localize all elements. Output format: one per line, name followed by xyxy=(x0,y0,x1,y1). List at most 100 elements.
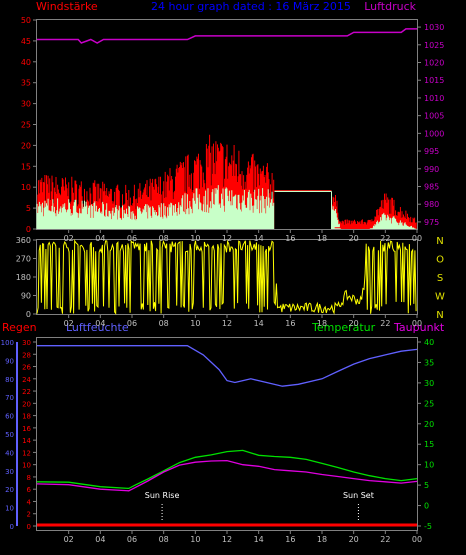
direction-x-tick-label: 10 xyxy=(190,319,200,328)
rain-tick-label: 26 xyxy=(22,364,31,372)
temp-tick-label: 0 xyxy=(424,502,429,511)
humidity-series xyxy=(37,345,418,387)
wind-tick-label: 40 xyxy=(21,58,31,67)
direction-x-tick-label: 16 xyxy=(285,319,295,328)
weather-x-tick-label: 18 xyxy=(317,535,327,544)
dewpoint-series xyxy=(36,459,418,492)
wind-x-tick-label: 08 xyxy=(159,234,169,243)
dewpoint-axis-title: Taupunkt xyxy=(393,321,445,334)
pressure-tick-label: 975 xyxy=(424,218,439,227)
weather-x-tick-label: 06 xyxy=(127,535,137,544)
temperature-series xyxy=(36,449,418,490)
wind-tick-label: 45 xyxy=(21,37,31,46)
weather-x-tick-label: 08 xyxy=(159,535,169,544)
wind-tick-label: 25 xyxy=(21,121,31,130)
rain-tick-label: 24 xyxy=(22,376,31,384)
direction-tick-label: 360 xyxy=(16,236,31,245)
pressure-axis-title: Luftdruck xyxy=(364,0,416,13)
direction-x-tick-label: 04 xyxy=(95,319,105,328)
humidity-tick-label: 30 xyxy=(5,468,14,476)
temp-tick-label: -5 xyxy=(424,522,432,531)
wind-tick-label: 15 xyxy=(21,162,31,171)
rain-tick-label: 4 xyxy=(27,498,32,506)
humidity-tick-label: 90 xyxy=(5,357,14,365)
weather-x-tick-label: 16 xyxy=(285,535,295,544)
wind-x-tick-label: 16 xyxy=(285,234,295,243)
humidity-tick-label: 10 xyxy=(5,505,14,513)
rain-tick-label: 6 xyxy=(27,486,32,494)
humidity-tick-label: 50 xyxy=(5,431,14,439)
pressure-tick-label: 980 xyxy=(424,200,439,209)
weather-x-tick-label: 14 xyxy=(254,535,264,544)
direction-tick-label: 90 xyxy=(21,292,31,301)
rain-tick-label: 22 xyxy=(22,388,31,396)
weather-panel-frame xyxy=(36,337,418,531)
weather-x-tick-label: 22 xyxy=(380,535,390,544)
pressure-tick-label: 1025 xyxy=(424,41,444,50)
rain-tick-label: 20 xyxy=(22,400,31,408)
direction-x-tick-label: 06 xyxy=(127,319,137,328)
rain-tick-label: 0 xyxy=(27,523,31,531)
wind-x-tick-label: 04 xyxy=(95,234,105,243)
pressure-tick-label: 985 xyxy=(424,182,439,191)
wind-x-tick-label: 02 xyxy=(64,234,74,243)
wind-tick-label: 5 xyxy=(26,204,31,213)
humidity-tick-label: 100 xyxy=(1,339,14,347)
temp-tick-label: 35 xyxy=(424,358,434,367)
wind-x-tick-label: 14 xyxy=(254,234,264,243)
pressure-tick-label: 995 xyxy=(424,147,439,156)
weather-x-tick-label: 12 xyxy=(222,535,232,544)
compass-label-1: W xyxy=(435,292,445,303)
pressure-series xyxy=(37,28,417,44)
humidity-tick-label: 20 xyxy=(5,486,14,494)
chart-title: 24 hour graph dated : 16 März 2015 xyxy=(151,0,351,13)
rain-tick-label: 8 xyxy=(27,474,31,482)
wind-x-tick-label: 18 xyxy=(317,234,327,243)
humidity-tick-label: 40 xyxy=(5,449,14,457)
wind-x-tick-label: 22 xyxy=(380,234,390,243)
humidity-tick-label: 60 xyxy=(5,413,14,421)
temp-tick-label: 40 xyxy=(424,338,434,347)
temp-tick-label: 25 xyxy=(424,399,434,408)
wind-tick-label: 10 xyxy=(21,183,31,192)
wind-tick-label: 0 xyxy=(26,225,31,234)
pressure-tick-label: 1000 xyxy=(424,129,444,138)
compass-label-2: S xyxy=(437,273,443,284)
wind-direction-series xyxy=(36,239,417,315)
wind-tick-label: 30 xyxy=(21,100,31,109)
compass-label-0: N xyxy=(436,310,443,321)
wind-axis-title: Windstärke xyxy=(36,0,98,13)
humidity-axis-title: Luftfeuchte xyxy=(66,321,129,334)
weather-x-tick-label: 20 xyxy=(349,535,359,544)
humidity-tick-label: 0 xyxy=(10,523,14,531)
temperature-axis-title: Temperatur xyxy=(311,321,376,334)
wind-tick-label: 35 xyxy=(21,79,31,88)
rain-tick-label: 10 xyxy=(22,462,31,470)
weather-x-tick-label: 02 xyxy=(64,535,74,544)
temp-tick-label: 10 xyxy=(424,461,434,470)
rain-axis-title: Regen xyxy=(2,321,37,334)
direction-tick-label: 180 xyxy=(16,273,31,282)
compass-label-3: O xyxy=(436,255,444,266)
direction-x-tick-label: 22 xyxy=(380,319,390,328)
compass-label-4: N xyxy=(436,236,443,247)
pressure-tick-label: 1015 xyxy=(424,76,444,85)
rain-tick-label: 16 xyxy=(22,425,31,433)
direction-x-tick-label: 20 xyxy=(349,319,359,328)
wind-tick-label: 20 xyxy=(21,141,31,150)
temp-tick-label: 15 xyxy=(424,440,434,449)
rain-tick-label: 14 xyxy=(22,437,31,445)
sun-marker-label-0: Sun Rise xyxy=(145,491,180,500)
wind-x-tick-label: 20 xyxy=(349,234,359,243)
temp-tick-label: 30 xyxy=(424,379,434,388)
temp-tick-label: 20 xyxy=(424,420,434,429)
direction-x-tick-label: 00 xyxy=(412,319,422,328)
weather-x-tick-label: 00 xyxy=(412,535,422,544)
temp-tick-label: 5 xyxy=(424,481,429,490)
direction-x-tick-label: 02 xyxy=(64,319,74,328)
pressure-tick-label: 1020 xyxy=(424,59,444,68)
wind-avg-series xyxy=(36,185,417,229)
rain-tick-label: 2 xyxy=(27,511,31,519)
rain-tick-label: 12 xyxy=(22,449,31,457)
sun-marker-label-1: Sun Set xyxy=(343,491,374,500)
